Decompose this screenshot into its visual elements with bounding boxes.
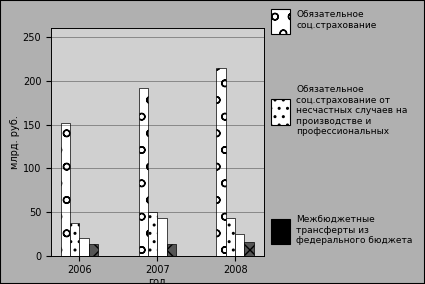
Bar bbox=[226, 218, 235, 256]
Bar bbox=[235, 234, 244, 256]
FancyBboxPatch shape bbox=[271, 99, 290, 125]
FancyBboxPatch shape bbox=[271, 219, 290, 244]
Bar bbox=[61, 123, 70, 256]
X-axis label: год: год bbox=[148, 277, 166, 284]
Bar bbox=[216, 68, 226, 256]
Bar bbox=[70, 223, 79, 256]
Text: Обязательное
соц.страхование: Обязательное соц.страхование bbox=[296, 10, 377, 30]
Text: Межбюджетные
трансферты из
федерального бюджета: Межбюджетные трансферты из федерального … bbox=[296, 215, 412, 245]
Text: Обязательное
соц.страхование от
несчастных случаев на
производстве и
профессиона: Обязательное соц.страхование от несчастн… bbox=[296, 85, 408, 136]
Y-axis label: млрд. руб.: млрд. руб. bbox=[10, 115, 20, 169]
Bar bbox=[244, 243, 254, 256]
FancyBboxPatch shape bbox=[271, 9, 290, 34]
Bar bbox=[139, 88, 148, 256]
Bar bbox=[148, 212, 157, 256]
Bar bbox=[157, 218, 167, 256]
Bar bbox=[89, 244, 98, 256]
Bar bbox=[79, 238, 89, 256]
Bar bbox=[167, 244, 176, 256]
